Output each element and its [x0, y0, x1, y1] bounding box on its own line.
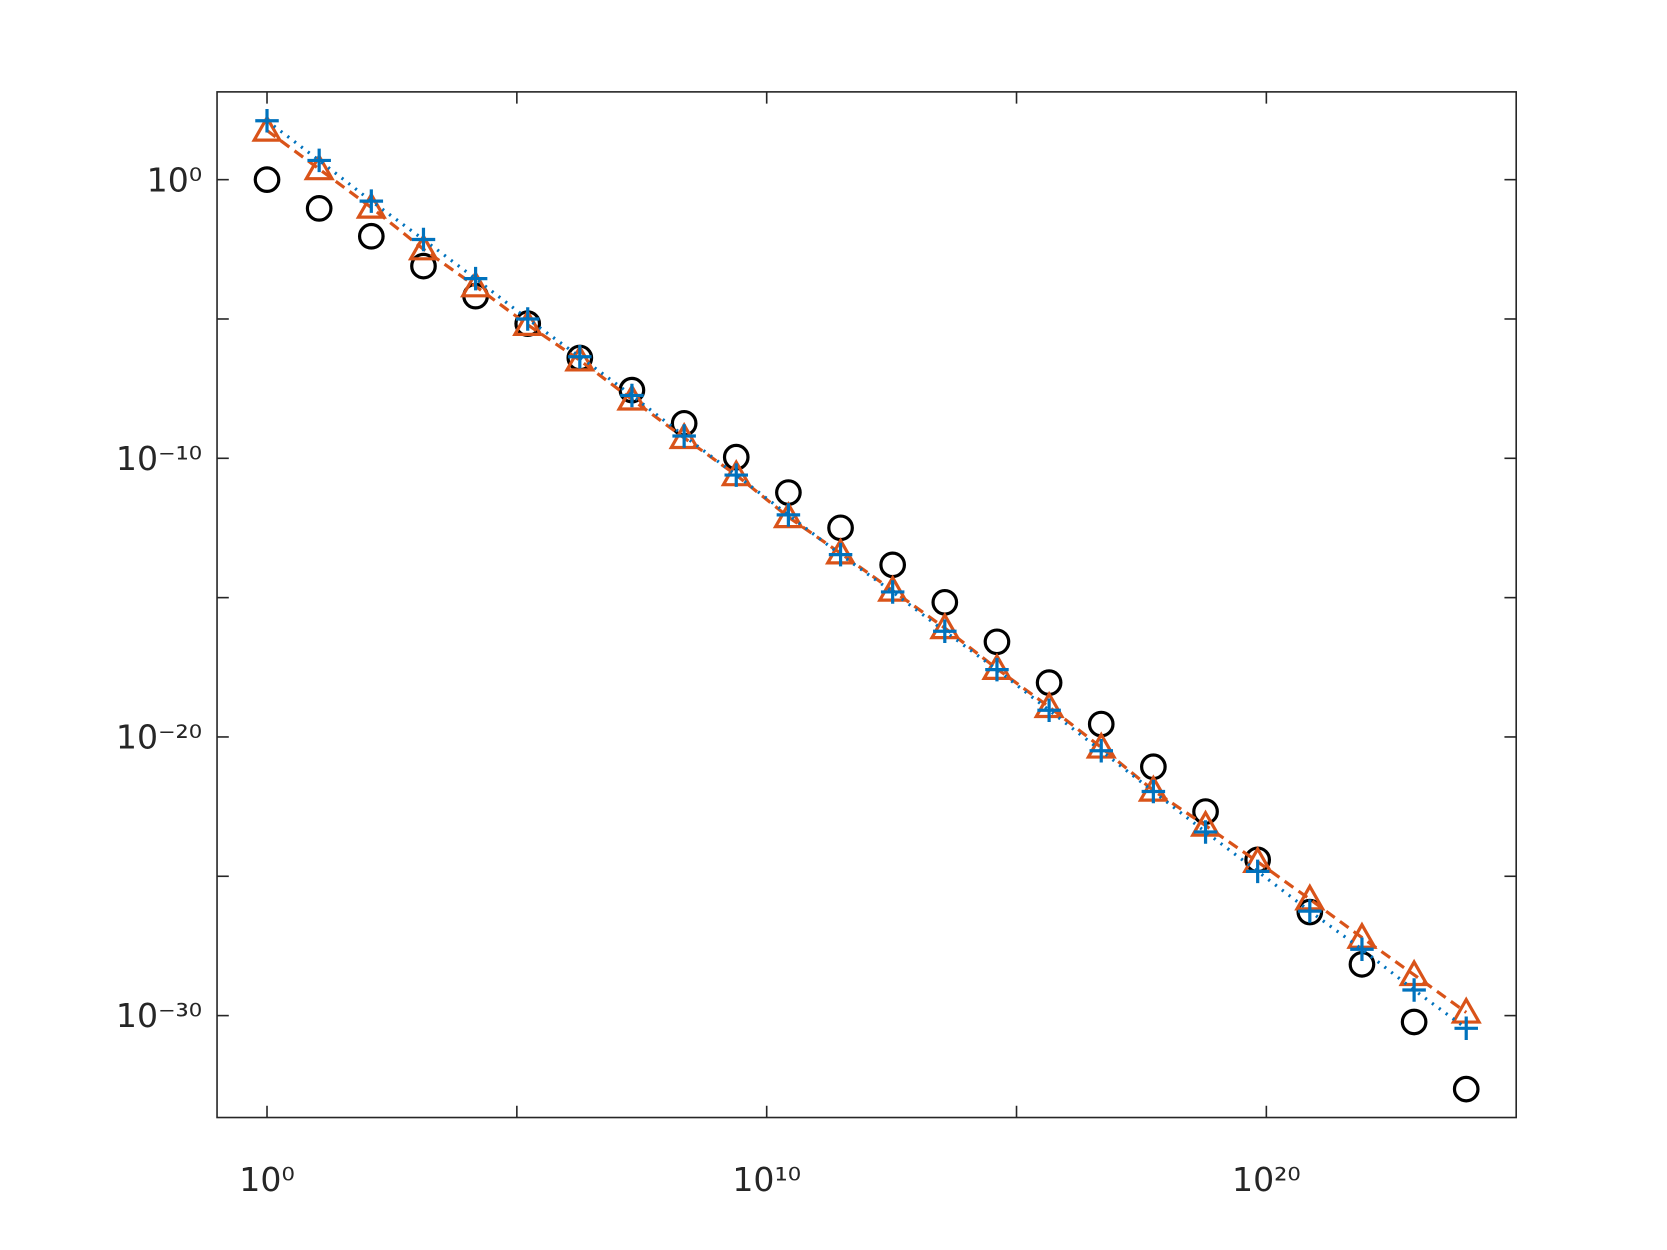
x-tick-label: 10¹⁰ [732, 1160, 801, 1199]
plus-marker [255, 109, 279, 133]
plus-marker [880, 580, 905, 604]
plus-marker [307, 148, 331, 173]
triangle-marker [407, 233, 440, 261]
plus-marker [568, 345, 592, 369]
circle-marker [1400, 1008, 1428, 1036]
circle-marker [357, 222, 385, 250]
plot-frame [216, 91, 1517, 1119]
circle-marker [253, 166, 281, 194]
triangle-marker [251, 114, 283, 142]
x-tick-label: 10⁰ [239, 1160, 294, 1199]
y-tick-label: 10⁻²⁰ [116, 718, 202, 757]
plus-marker [1037, 698, 1061, 722]
plus-marker [1089, 738, 1113, 763]
plus-marker [463, 266, 488, 291]
plus-marker [1454, 1016, 1478, 1041]
triangle-marker [303, 153, 335, 181]
x-tick-label: 10²⁰ [1232, 1160, 1301, 1199]
plus-marker [1193, 820, 1218, 844]
circle-marker [305, 195, 333, 222]
plus-marker [1350, 937, 1374, 962]
plus-marker [1298, 899, 1322, 923]
series [255, 109, 1478, 1041]
plus-marker [1402, 978, 1426, 1002]
plus-marker [620, 383, 644, 408]
plus-marker [1141, 779, 1166, 804]
y-tick-label: 10⁰ [147, 160, 202, 199]
triangle-marker [564, 344, 596, 372]
plus-marker [1245, 859, 1270, 884]
plus-marker [985, 657, 1009, 682]
plus-marker [933, 619, 957, 644]
y-tick-label: 10⁻³⁰ [116, 996, 202, 1035]
circle-marker [410, 252, 437, 280]
plus-marker [828, 542, 853, 567]
y-tick-label: 10⁻¹⁰ [116, 439, 202, 478]
plus-marker [411, 227, 436, 252]
triangle-marker [355, 191, 387, 219]
plus-marker [724, 463, 749, 487]
plus-marker [359, 189, 384, 213]
plus-marker [672, 424, 696, 448]
triangle-marker [616, 383, 648, 411]
triangle-marker [460, 270, 492, 298]
plus-marker [776, 503, 801, 527]
circle-marker [1452, 1075, 1480, 1103]
plus-marker [515, 307, 540, 331]
